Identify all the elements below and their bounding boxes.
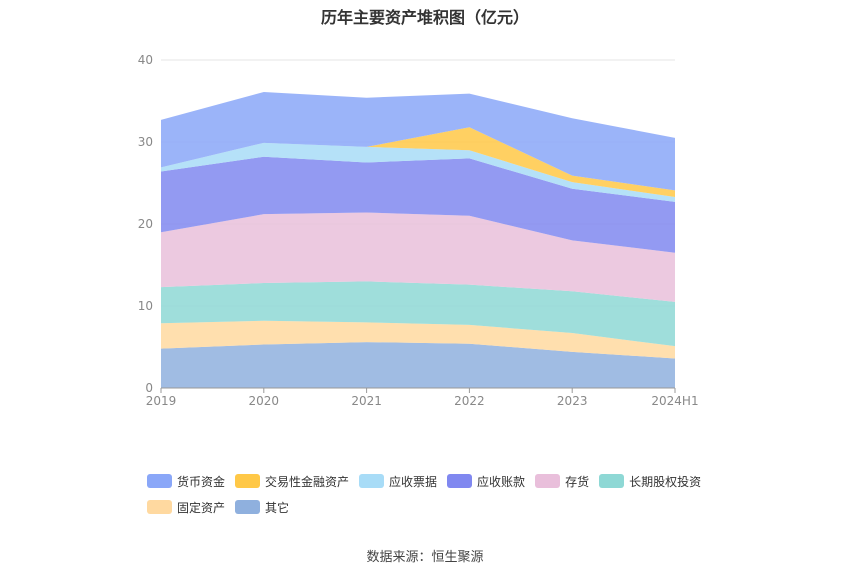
legend-swatch [535,474,561,488]
area-series [161,127,675,197]
y-tick-label: 20 [138,217,153,231]
x-tick-label: 2022 [454,394,485,408]
legend-label: 长期股权投资 [629,474,702,489]
legend-swatch [147,500,172,514]
stacked-area-chart: 0 10 20 30 40 2019 2020 2021 2022 2023 2024H1 [138,53,699,408]
area-series [161,142,675,202]
chart-title: 历年主要资产堆积图（亿元） [320,8,529,27]
legend-label: 应收票据 [389,474,438,489]
legend-swatch [599,474,625,488]
legend-swatch [235,474,261,488]
legend-label: 固定资产 [177,500,226,515]
legend-item-cash[interactable]: 货币资金 [147,472,225,490]
chart-legend: 货币资金 交易性金融资产 应收票据 应收账款 存货 长期股权投资 固定资产 其它 [147,472,727,516]
legend-swatch [235,500,261,514]
x-tick-label: 2019 [146,394,177,408]
y-tick-label: 0 [145,381,153,395]
data-source: 数据来源：恒生聚源 [366,550,484,565]
area-series [161,320,675,359]
legend-item-notes-receivable[interactable]: 应收票据 [359,472,437,490]
legend-swatch [147,474,172,488]
legend-item-trading-financial-assets[interactable]: 交易性金融资产 [235,472,349,490]
x-tick-label: 2020 [249,394,280,408]
legend-item-fixed-assets[interactable]: 固定资产 [147,498,225,516]
legend-label: 货币资金 [177,474,226,489]
y-tick-label: 40 [138,53,153,67]
area-series [161,281,675,347]
legend-label: 其它 [265,500,290,515]
x-tick-label: 2023 [557,394,588,408]
legend-item-long-term-equity-investment[interactable]: 长期股权投资 [599,472,701,490]
legend-label: 存货 [565,474,590,489]
area-series [161,91,675,191]
legend-item-inventory[interactable]: 存货 [535,472,589,490]
legend-label: 交易性金融资产 [265,474,350,489]
legend-item-other[interactable]: 其它 [235,498,289,516]
y-tick-label: 30 [138,135,153,149]
legend-swatch [359,474,385,488]
x-tick-label: 2021 [351,394,382,408]
area-series [161,156,675,253]
y-tick-label: 10 [138,299,153,313]
area-series [161,342,675,388]
legend-swatch [447,474,473,488]
area-series [161,212,675,302]
legend-label: 应收账款 [477,474,526,489]
x-tick-label: 2024H1 [651,394,698,408]
legend-item-accounts-receivable[interactable]: 应收账款 [447,472,525,490]
